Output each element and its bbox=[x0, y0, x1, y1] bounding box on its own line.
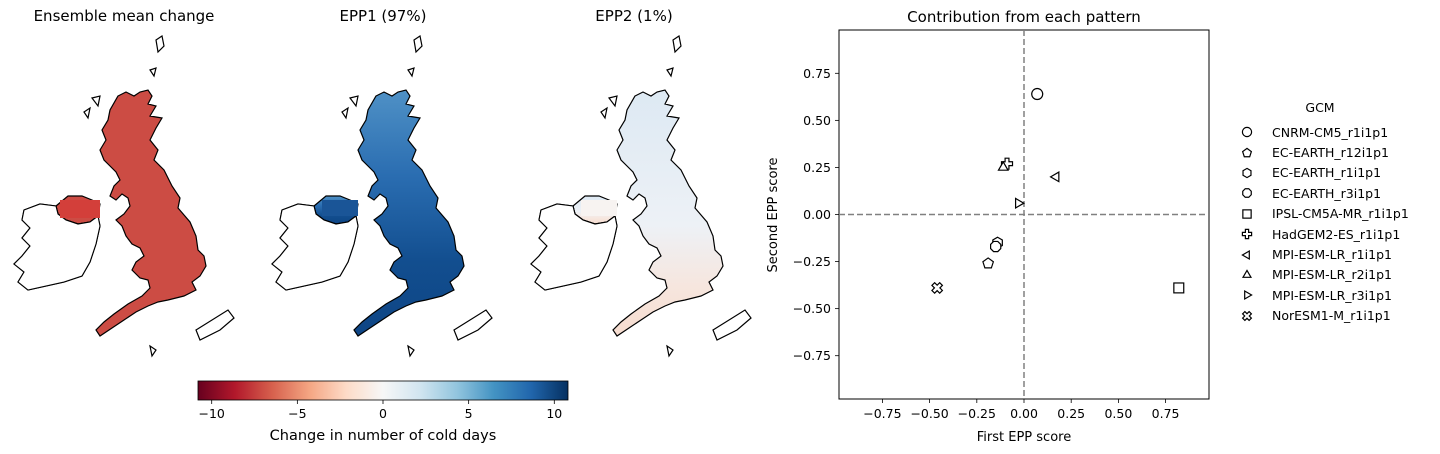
x-axis-label: First EPP score bbox=[977, 430, 1071, 445]
legend-item: HadGEM2-ES_r1i1p1 bbox=[1236, 224, 1409, 244]
legend-item: MPI-ESM-LR_r2i1p1 bbox=[1236, 265, 1409, 285]
x-tick-label: −0.25 bbox=[958, 406, 996, 421]
legend-label: MPI-ESM-LR_r1i1p1 bbox=[1272, 247, 1392, 263]
maps-figure: −10 −5 0 5 10 bbox=[13, 35, 752, 421]
legend-marker bbox=[1242, 188, 1252, 199]
colorbar-tick-label: 10 bbox=[546, 406, 562, 421]
data-point-NorESM1-M_r1i1p1 bbox=[931, 281, 944, 295]
legend-item: CNRM-CM5_r1i1p1 bbox=[1236, 122, 1409, 142]
legend-label: MPI-ESM-LR_r2i1p1 bbox=[1272, 267, 1392, 283]
x-tick-label: 0.75 bbox=[1152, 406, 1180, 421]
legend-label: EC-EARTH_r12i1p1 bbox=[1272, 145, 1390, 161]
colorbar: −10 −5 0 5 10 bbox=[197, 380, 569, 421]
colorbar-tick-label: −10 bbox=[199, 406, 225, 421]
y-tick-label: 0.00 bbox=[803, 207, 831, 222]
legend-label: IPSL-CM5A-MR_r1i1p1 bbox=[1272, 206, 1409, 222]
map-title-ensemble-mean: Ensemble mean change bbox=[33, 7, 215, 25]
y-tick-label: 0.50 bbox=[803, 113, 831, 128]
x-tick-label: −0.50 bbox=[910, 406, 948, 421]
data-point-EC-EARTH_r12i1p1 bbox=[982, 257, 995, 269]
y-axis-label: Second EPP score bbox=[766, 158, 781, 273]
legend-marker bbox=[1241, 147, 1253, 157]
data-point-MPI-ESM-LR_r3i1p1 bbox=[1014, 197, 1026, 210]
legend-item: EC-EARTH_r3i1p1 bbox=[1236, 183, 1409, 203]
map-title-epp2: EPP2 (1%) bbox=[595, 7, 673, 25]
colorbar-tick-label: 5 bbox=[465, 406, 473, 421]
legend-marker bbox=[1241, 269, 1253, 278]
x-tick-label: 0.00 bbox=[1010, 406, 1038, 421]
legend-item: EC-EARTH_r12i1p1 bbox=[1236, 142, 1409, 162]
colorbar-tick-label: −5 bbox=[288, 406, 306, 421]
legend-item: MPI-ESM-LR_r1i1p1 bbox=[1236, 244, 1409, 264]
data-point-IPSL-CM5A-MR_r1i1p1 bbox=[1173, 282, 1185, 294]
data-point-CNRM-CM5_r1i1p1 bbox=[1031, 87, 1044, 101]
legend-marker bbox=[1241, 249, 1250, 260]
y-tick-label: −0.50 bbox=[793, 301, 831, 316]
legend-title: GCM bbox=[1305, 100, 1335, 115]
x-tick-label: 0.50 bbox=[1104, 406, 1132, 421]
legend-label: EC-EARTH_r3i1p1 bbox=[1272, 185, 1382, 201]
legend-item: IPSL-CM5A-MR_r1i1p1 bbox=[1236, 204, 1409, 224]
legend-label: EC-EARTH_r1i1p1 bbox=[1272, 165, 1382, 181]
legend-item: EC-EARTH_r1i1p1 bbox=[1236, 163, 1409, 183]
legend-label: NorESM1-M_r1i1p1 bbox=[1272, 308, 1391, 324]
map-title-epp1: EPP1 (97%) bbox=[339, 7, 427, 25]
legend-marker bbox=[1244, 290, 1253, 301]
map-epp1 bbox=[271, 35, 493, 358]
colorbar-label: Change in number of cold days bbox=[269, 428, 497, 444]
legend-marker bbox=[1241, 126, 1253, 138]
legend-label: CNRM-CM5_r1i1p1 bbox=[1272, 124, 1389, 140]
y-tick-label: 0.25 bbox=[803, 160, 831, 175]
data-point-MPI-ESM-LR_r2i1p1 bbox=[997, 160, 1010, 171]
data-point-EC-EARTH_r3i1p1 bbox=[989, 240, 1002, 253]
y-tick-label: 0.75 bbox=[803, 66, 831, 81]
legend-marker bbox=[1242, 167, 1252, 179]
y-tick-label: −0.75 bbox=[793, 348, 831, 363]
x-tick-label: 0.25 bbox=[1057, 406, 1085, 421]
y-tick-label: −0.25 bbox=[793, 254, 831, 269]
legend-item: MPI-ESM-LR_r3i1p1 bbox=[1236, 285, 1409, 305]
legend-marker bbox=[1242, 209, 1252, 219]
chart-title: Contribution from each pattern bbox=[907, 8, 1141, 26]
colorbar-tick-label: 0 bbox=[379, 406, 387, 421]
legend-marker bbox=[1241, 310, 1253, 321]
data-point-HadGEM2-ES_r1i1p1 bbox=[1000, 157, 1014, 170]
legend: GCM CNRM-CM5_r1i1p1 EC-EARTH_r12i1p1 EC-EA… bbox=[1236, 100, 1409, 326]
scatter-axes: −0.75 −0.50 −0.25 0.00 0.25 0.50 0.75 −0.75 −0.5… bbox=[793, 29, 1210, 421]
data-point-MPI-ESM-LR_r1i1p1 bbox=[1049, 171, 1060, 183]
legend-marker bbox=[1241, 228, 1253, 240]
colorbar-ticks: −10 −5 0 5 10 bbox=[199, 400, 562, 421]
legend-item: NorESM1-M_r1i1p1 bbox=[1236, 306, 1409, 326]
legend-label: HadGEM2-ES_r1i1p1 bbox=[1272, 226, 1401, 242]
map-epp2 bbox=[530, 35, 752, 358]
legend-label: MPI-ESM-LR_r3i1p1 bbox=[1272, 287, 1392, 303]
x-tick-label: −0.75 bbox=[863, 406, 901, 421]
map-ensemble-mean bbox=[13, 35, 235, 358]
